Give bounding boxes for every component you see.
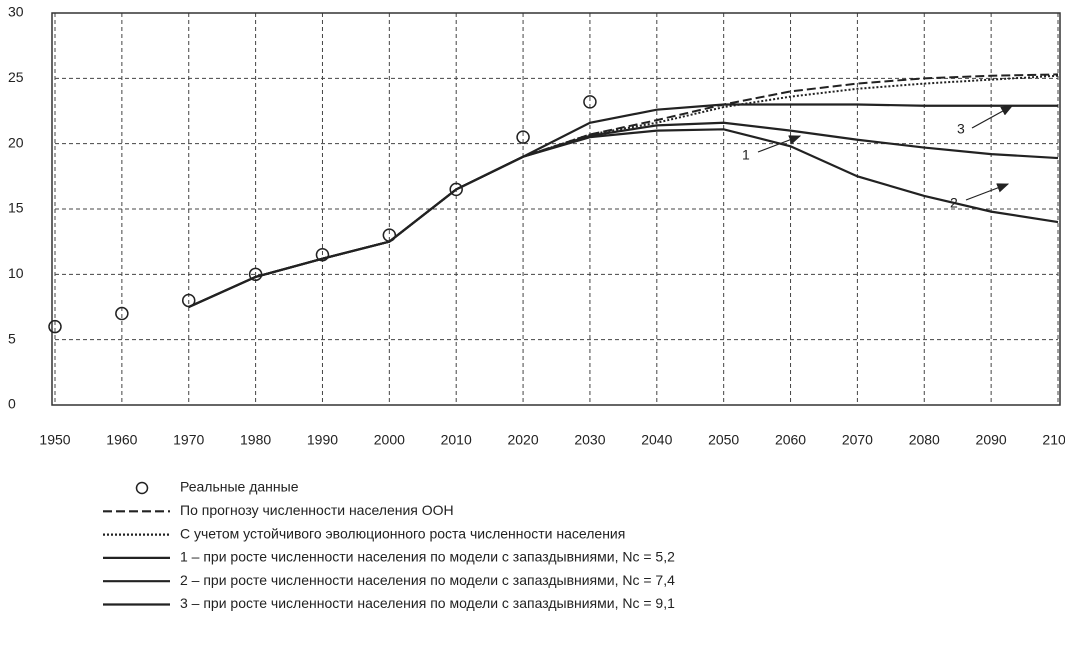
legend-label: С учетом устойчивого эволюционного роста… (180, 525, 625, 541)
legend-label: По прогнозу численности населения ООН (180, 502, 454, 518)
data-point (115, 306, 129, 321)
y-tick-label: 5 (8, 330, 16, 346)
series-line (188, 121, 1059, 309)
x-tick-label: 1950 (39, 432, 70, 448)
y-tick-label: 25 (8, 69, 24, 85)
annotation-arrow (757, 135, 802, 153)
x-tick-label: 2080 (909, 432, 940, 448)
x-tick-label: 2090 (976, 432, 1007, 448)
x-tick-label: 1990 (307, 432, 338, 448)
legend-marker (135, 481, 149, 495)
legend-label: 3 – при росте численности населения по м… (180, 595, 675, 611)
series-line (188, 128, 1059, 309)
series-line (188, 73, 1059, 308)
y-tick-label: 20 (8, 134, 24, 150)
data-point (583, 95, 597, 109)
x-tick-label: 2030 (574, 432, 605, 448)
data-point (48, 319, 62, 334)
legend-label: 1 – при росте численности населения по м… (180, 549, 675, 565)
legend-label: Реальные данные (180, 479, 299, 495)
y-tick-label: 0 (8, 396, 16, 412)
annotation: 3 (957, 121, 965, 137)
annotation-arrow (971, 105, 1014, 129)
x-tick-label: 1980 (240, 432, 271, 448)
data-point (516, 130, 530, 144)
x-tick-label: 2040 (641, 432, 672, 448)
data-point (449, 182, 463, 197)
data-point (315, 247, 330, 262)
annotation: 2 (950, 195, 958, 211)
y-tick-label: 15 (8, 200, 24, 216)
x-tick-label: 2020 (507, 432, 538, 448)
x-tick-label: 2050 (708, 432, 739, 448)
y-tick-label: 30 (8, 4, 24, 20)
x-tick-label: 1970 (173, 432, 204, 448)
x-tick-label: 2000 (374, 432, 405, 448)
series-line (188, 103, 1058, 309)
annotation: 1 (742, 147, 750, 163)
x-tick-label: 2100 (1042, 432, 1065, 448)
plot-frame (51, 12, 1061, 406)
y-tick-label: 10 (8, 265, 24, 281)
x-tick-label: 2070 (842, 432, 873, 448)
x-tick-label: 2010 (441, 432, 472, 448)
x-tick-label: 2060 (775, 432, 806, 448)
legend-label: 2 – при росте численности населения по м… (180, 572, 675, 588)
x-tick-label: 1960 (106, 432, 137, 448)
series-line (188, 74, 1059, 308)
annotation-arrow (965, 183, 1010, 201)
